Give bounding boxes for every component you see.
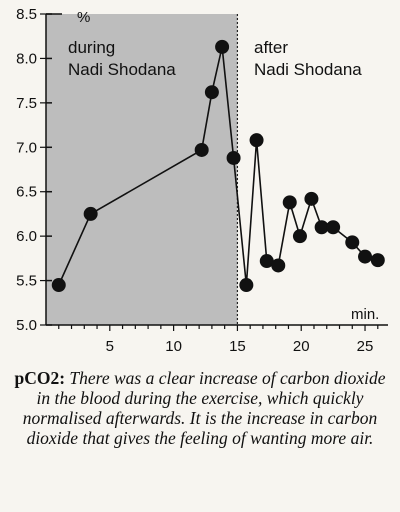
- after-label-line1: after: [254, 38, 288, 57]
- data-point: [83, 206, 98, 221]
- x-tick-label: 10: [165, 338, 182, 355]
- y-tick-label: 5.5: [16, 273, 37, 290]
- data-point: [249, 133, 264, 148]
- y-tick-label: 7.5: [16, 95, 37, 112]
- data-point: [358, 249, 373, 264]
- data-points: [51, 39, 385, 293]
- after-label-line2: Nadi Shodana: [254, 60, 362, 79]
- x-axis: 5 10 15 20 25: [46, 324, 388, 355]
- y-axis-label: %: [77, 9, 90, 26]
- x-tick-label: 5: [106, 338, 114, 355]
- data-point: [239, 278, 254, 293]
- caption-text: There was a clear increase of carbon dio…: [22, 368, 386, 448]
- data-point: [259, 254, 274, 269]
- x-tick-label: 20: [293, 338, 310, 355]
- y-tick-label: 8.0: [16, 50, 37, 67]
- data-point: [226, 150, 241, 165]
- y-tick-label: 5.0: [16, 317, 37, 334]
- y-tick-label: 8.5: [16, 6, 37, 23]
- x-tick-label: 25: [357, 338, 374, 355]
- during-label-line1: during: [68, 38, 115, 57]
- data-point: [204, 85, 219, 100]
- data-point: [194, 142, 209, 157]
- data-point: [51, 278, 66, 293]
- caption-lead: pCO2:: [14, 368, 66, 388]
- data-point: [370, 253, 385, 268]
- y-axis: 5.0 5.5 6.0 6.5 7.0 7.5 8.0 8.5: [16, 6, 62, 334]
- data-point: [345, 235, 360, 250]
- data-point: [326, 220, 341, 235]
- x-tick-label: 15: [229, 338, 246, 355]
- y-tick-label: 6.0: [16, 228, 37, 245]
- data-point: [215, 39, 230, 54]
- figure-caption: pCO2: There was a clear increase of carb…: [10, 368, 390, 448]
- y-tick-label: 7.0: [16, 139, 37, 156]
- data-point: [271, 258, 286, 273]
- pco2-chart: 5.0 5.5 6.0 6.5 7.0 7.5 8.0 8.5 5 10 15 20 25 % min…: [16, 6, 388, 355]
- x-axis-label: min.: [351, 306, 379, 323]
- y-tick-label: 6.5: [16, 184, 37, 201]
- during-exercise-shaded-region: [46, 14, 238, 325]
- data-point: [282, 195, 297, 210]
- data-point: [292, 229, 307, 244]
- data-point: [304, 191, 319, 206]
- during-label-line2: Nadi Shodana: [68, 60, 176, 79]
- data-point: [314, 220, 329, 235]
